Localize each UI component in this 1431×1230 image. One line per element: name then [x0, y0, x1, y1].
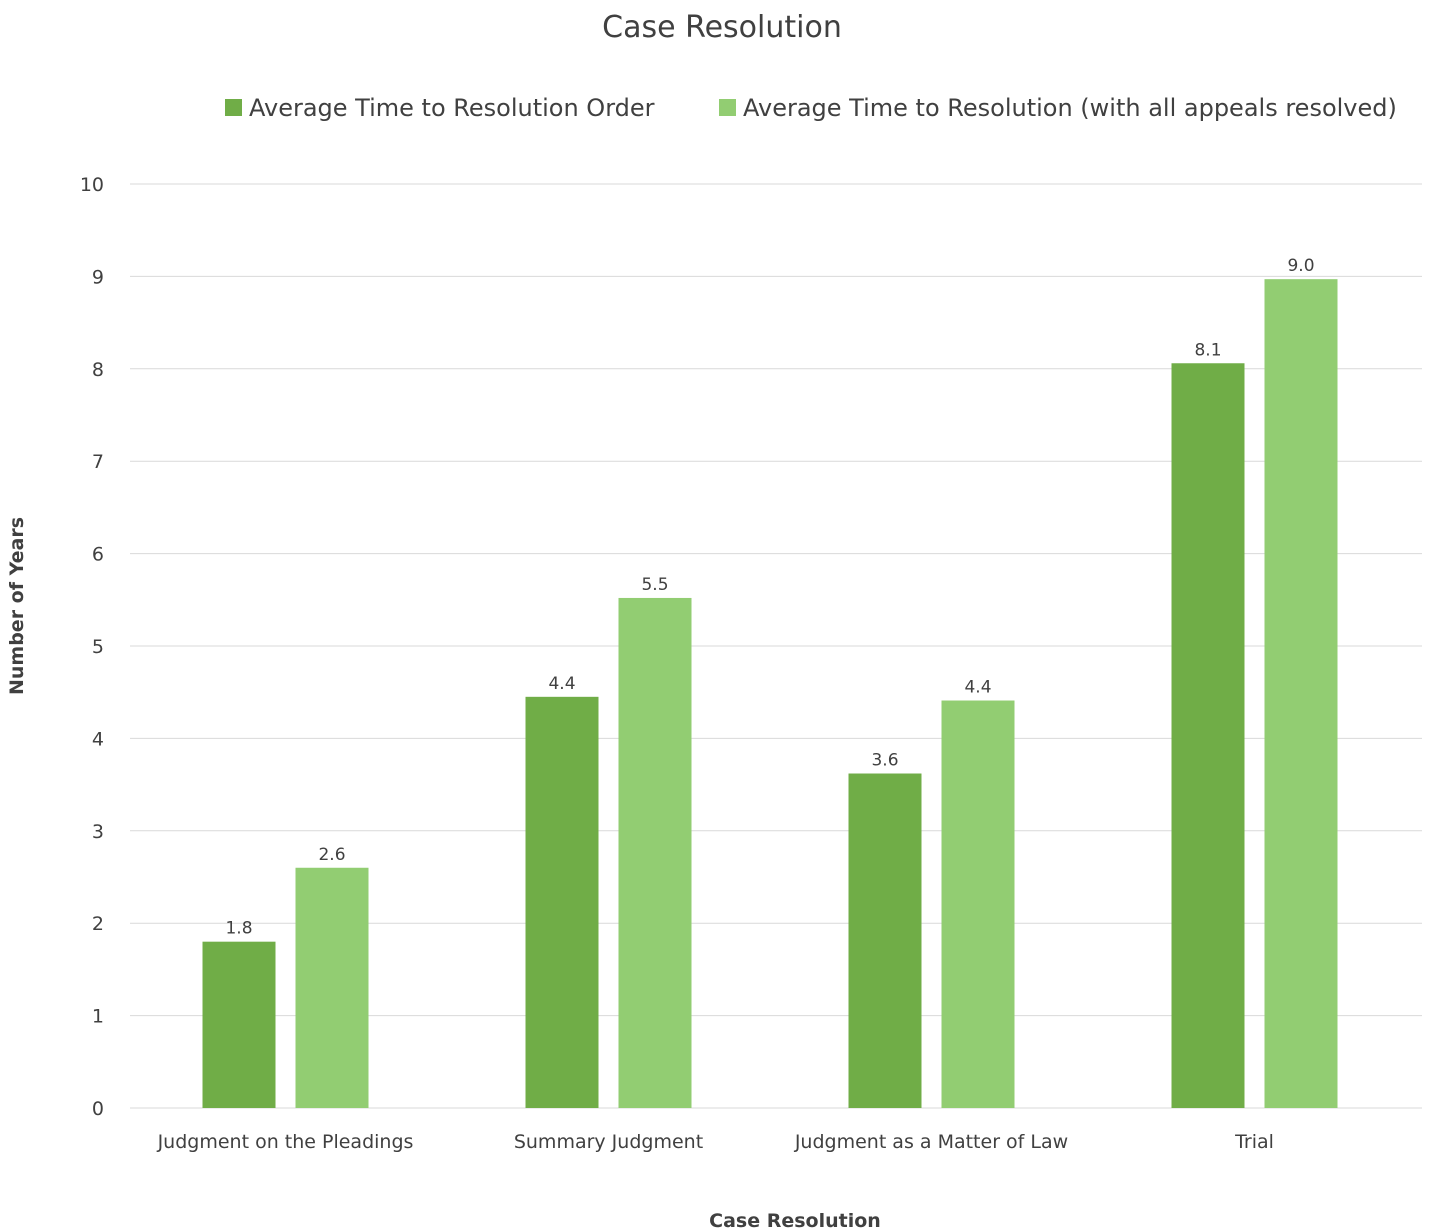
legend-swatch-appeals [719, 99, 736, 116]
data-labels: 1.8 2.6 4.4 5.5 3.6 4.4 8.1 9.0 [225, 256, 1314, 939]
data-label: 5.5 [641, 575, 668, 595]
bar [202, 941, 276, 1108]
bar [1264, 279, 1338, 1108]
chart-title: Case Resolution [602, 10, 842, 45]
data-label: 8.1 [1194, 340, 1221, 360]
x-axis-categories: Judgment on the Pleadings Summary Judgmen… [157, 1131, 1274, 1153]
y-tick-label: 6 [92, 544, 104, 566]
data-label: 9.0 [1287, 256, 1314, 276]
y-tick-label: 9 [92, 266, 104, 288]
y-tick-label: 0 [92, 1098, 104, 1120]
data-label: 2.6 [318, 845, 345, 865]
data-label: 3.6 [871, 751, 898, 771]
y-tick-label: 2 [92, 913, 104, 935]
y-tick-label: 8 [92, 359, 104, 381]
bar [941, 700, 1015, 1108]
data-label: 4.4 [964, 678, 991, 698]
y-tick-label: 3 [92, 821, 104, 843]
bar [1171, 363, 1245, 1109]
y-axis-ticks: 0 1 2 3 4 5 6 7 8 9 10 [80, 174, 104, 1120]
legend-swatch-order [225, 99, 242, 116]
data-label: 4.4 [548, 674, 575, 694]
x-tick-label: Summary Judgment [514, 1131, 703, 1153]
legend-label-order: Average Time to Resolution Order [249, 94, 655, 122]
data-label: 1.8 [225, 919, 252, 939]
y-tick-label: 7 [92, 451, 104, 473]
x-tick-label: Trial [1234, 1131, 1274, 1153]
bar [848, 773, 922, 1108]
x-tick-label: Judgment on the Pleadings [157, 1131, 414, 1153]
bar [618, 597, 692, 1108]
y-tick-label: 5 [92, 636, 104, 658]
x-tick-label: Judgment as a Matter of Law [794, 1131, 1068, 1153]
y-tick-label: 1 [92, 1006, 104, 1028]
y-tick-label: 4 [92, 728, 104, 750]
legend-label-appeals: Average Time to Resolution (with all app… [743, 94, 1397, 122]
legend: Average Time to Resolution Order Average… [225, 94, 1397, 122]
bar [525, 696, 599, 1108]
y-tick-label: 10 [80, 174, 104, 196]
bars [202, 279, 1338, 1109]
y-axis-title: Number of Years [6, 517, 28, 695]
bar [295, 867, 369, 1108]
x-axis-title: Case Resolution [709, 1210, 881, 1230]
